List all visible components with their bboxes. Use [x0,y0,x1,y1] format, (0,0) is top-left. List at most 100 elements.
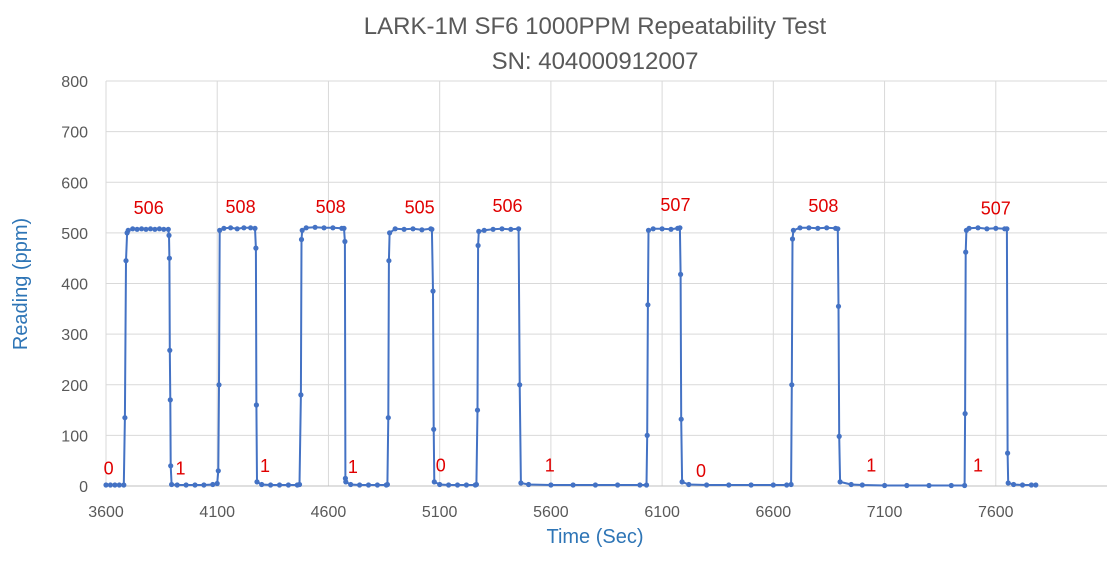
data-point [348,481,354,488]
chart-subtitle: SN: 404000912007 [492,48,699,75]
data-point [679,479,685,485]
x-axis-ticks: 3600 4100 4600 5100 5600 6100 6600 7100 7600 [88,504,1013,521]
data-point [312,224,318,230]
data-point [615,482,621,488]
x-tick-label: 4600 [311,504,347,521]
data-point [143,226,149,232]
data-point [848,481,854,488]
data-point [824,225,830,231]
x-tick-label: 7600 [978,504,1014,521]
data-point [216,382,222,388]
data-label: 0 [104,458,114,478]
data-point [882,482,888,489]
data-point [1028,482,1034,488]
data-point [221,225,227,231]
data-point [526,481,532,488]
data-point [419,227,425,233]
data-point [748,482,754,488]
data-point [303,225,309,231]
data-point [437,481,443,488]
data-point [343,479,349,485]
data-point [1011,481,1017,488]
series-line [103,224,1039,489]
y-axis-title: Reading (ppm) [10,218,32,350]
data-point [678,416,684,422]
data-point [161,226,167,232]
data-point [253,245,259,251]
data-point [962,482,968,489]
data-point [330,225,336,231]
data-point [948,482,954,489]
data-point [516,226,522,232]
data-point [1033,482,1039,488]
data-point [248,225,254,231]
data-point [259,481,265,488]
data-point [993,225,999,231]
data-point [431,426,437,432]
chart-title: LARK-1M SF6 1000PPM Repeatability Test [364,13,827,40]
data-point [123,258,129,264]
data-point [276,482,283,488]
data-point [384,481,390,488]
data-point [228,225,234,231]
data-point [454,482,461,488]
data-point [644,432,650,438]
x-tick-label: 5600 [533,504,569,521]
data-point [677,225,683,231]
x-tick-label: 7100 [867,504,903,521]
data-point [122,415,128,421]
data-point [103,482,109,488]
y-axis-ticks: 0 100 200 300 400 500 600 700 800 [61,74,88,496]
data-point [285,482,291,488]
data-point [134,226,140,232]
data-point [387,230,393,236]
data-label: 1 [176,458,186,478]
data-point [165,226,171,232]
data-point [130,226,136,232]
data-label: 0 [696,461,706,481]
data-point [125,227,131,233]
data-label: 508 [316,197,346,217]
x-tick-label: 4100 [199,504,235,521]
data-label: 505 [405,198,435,218]
data-point [152,226,158,232]
data-point [473,481,479,488]
data-point [836,433,842,439]
data-point [139,226,145,232]
data-point [112,482,118,488]
data-point [341,225,347,231]
data-point [374,482,380,488]
data-label: 1 [260,456,270,476]
data-point [962,411,968,417]
data-point [166,255,172,261]
y-tick-label: 800 [61,74,88,91]
data-point [837,479,843,485]
data-point [815,225,821,231]
data-point [789,382,795,388]
data-point [429,226,435,232]
y-tick-label: 400 [61,277,88,294]
data-point [174,482,180,488]
y-tick-label: 600 [61,175,88,192]
data-point [431,479,437,485]
data-point [1005,480,1011,486]
data-point [476,228,482,234]
data-point [904,482,910,489]
y-tick-label: 0 [79,479,88,496]
data-point [975,225,981,231]
data-point [168,463,174,469]
annotations: 506 508 508 505 506 507 508 507 0 1 1 1 0 1 0 1 1 [104,195,1011,481]
data-point [788,481,794,488]
data-point [789,236,796,242]
data-point [668,226,674,232]
data-point [637,482,643,488]
data-point [1005,450,1011,456]
data-point [463,482,469,488]
data-point [926,482,932,489]
data-point [254,479,260,485]
data-point [386,258,392,264]
data-point [686,481,692,488]
data-point [107,482,113,488]
data-point [298,236,305,243]
